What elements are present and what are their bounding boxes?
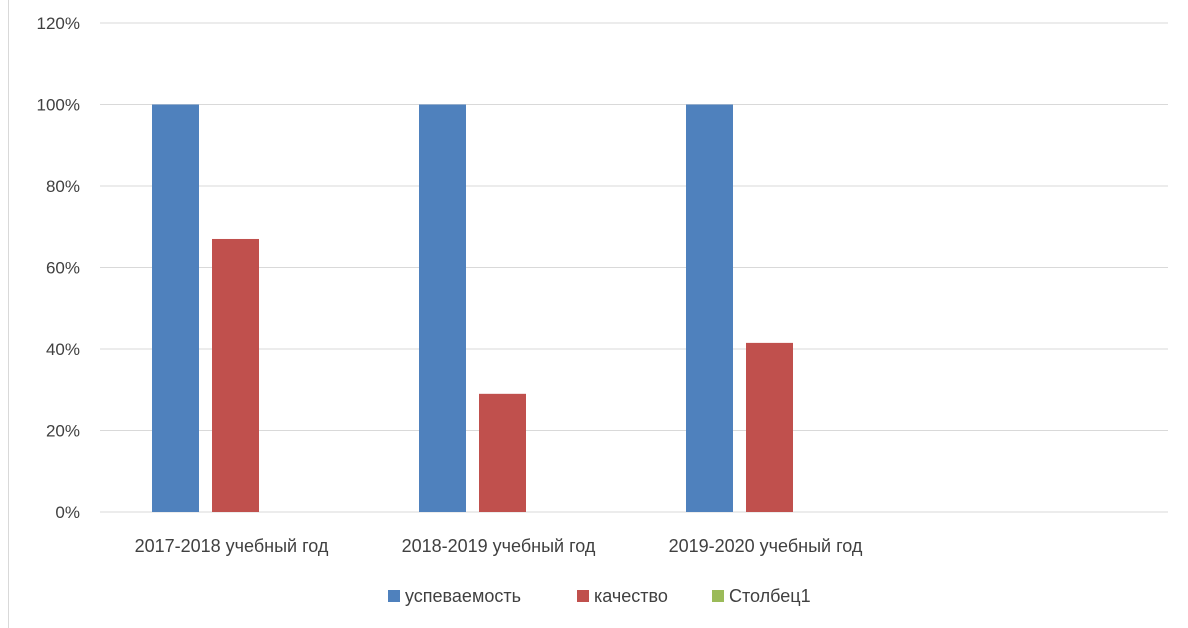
y-tick-label: 100% [37,96,80,115]
x-tick-label: 2019-2020 учебный год [669,536,863,556]
bar-успеваемость-1 [419,104,466,512]
legend-label: качество [594,586,668,606]
bar-успеваемость-2 [686,104,733,512]
y-tick-label: 40% [46,340,80,359]
legend-label: Столбец1 [729,586,811,606]
y-tick-label: 120% [37,14,80,33]
legend-label: успеваемость [405,586,521,606]
y-tick-label: 80% [46,177,80,196]
legend-swatch-Столбец1 [712,590,724,602]
bar-качество-0 [212,238,259,512]
bar-качество-2 [746,342,793,512]
chart-frame [8,0,1188,628]
legend-swatch-качество [577,590,589,602]
y-tick-label: 0% [55,503,80,522]
bar-качество-1 [479,393,526,512]
x-tick-label: 2018-2019 учебный год [402,536,596,556]
bar-успеваемость-0 [152,104,199,512]
y-tick-label: 60% [46,259,80,278]
y-tick-label: 20% [46,422,80,441]
legend-swatch-успеваемость [388,590,400,602]
x-tick-label: 2017-2018 учебный год [135,536,329,556]
